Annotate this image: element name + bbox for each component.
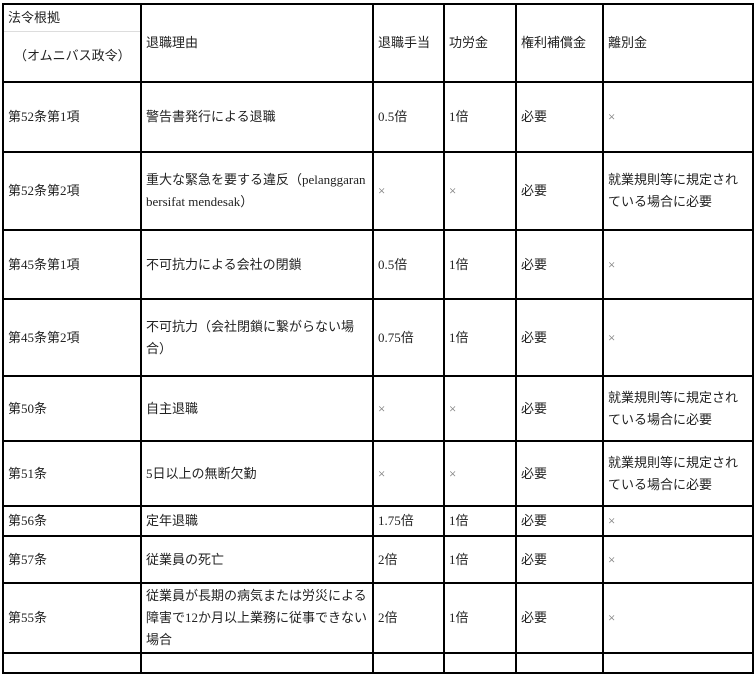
basis-cell: 第52条第2項 — [2, 151, 142, 231]
basis-cell: 第55条 — [2, 582, 142, 654]
empty-cell — [2, 652, 142, 674]
basis-cell: 第45条第1項 — [2, 229, 142, 300]
service-award-cell: 1倍 — [443, 298, 517, 377]
empty-cell — [140, 652, 374, 674]
table-row: 第50条 自主退職 × × 必要 就業規則等に規定されている場合に必要 — [2, 375, 754, 442]
severance-cell: × — [372, 440, 445, 507]
rights-compensation-cell: 必要 — [515, 81, 604, 153]
rights-compensation-cell: 必要 — [515, 298, 604, 377]
empty-cell — [443, 652, 517, 674]
separation-pay-cell: × — [602, 505, 754, 537]
header-rights-compensation: 権利補償金 — [515, 3, 604, 83]
separation-pay-cell: 就業規則等に規定されている場合に必要 — [602, 151, 754, 231]
rights-compensation-cell: 必要 — [515, 375, 604, 442]
header-legal-basis-label: 法令根拠 — [8, 10, 61, 25]
header-service-award: 功労金 — [443, 3, 517, 83]
reason-cell: 重大な緊急を要する違反（pelanggaran bersifat mendesa… — [140, 151, 374, 231]
service-award-cell: 1倍 — [443, 582, 517, 654]
basis-cell: 第56条 — [2, 505, 142, 537]
service-award-cell: 1倍 — [443, 229, 517, 300]
severance-cell: 2倍 — [372, 582, 445, 654]
separation-pay-cell: × — [602, 535, 754, 584]
rights-compensation-cell: 必要 — [515, 440, 604, 507]
severance-cell: × — [372, 375, 445, 442]
separation-pay-cell: × — [602, 229, 754, 300]
separation-pay-cell: 就業規則等に規定されている場合に必要 — [602, 440, 754, 507]
severance-cell: 0.5倍 — [372, 229, 445, 300]
header-severance: 退職手当 — [372, 3, 445, 83]
header-legal-basis-sub: （オムニバス政令） — [14, 48, 131, 63]
rights-compensation-cell: 必要 — [515, 582, 604, 654]
reason-cell: 不可抗力（会社閉鎖に繋がらない場合） — [140, 298, 374, 377]
retirement-benefits-table: 法令根拠 （オムニバス政令） 退職理由 退職手当 功労金 権利補償金 離別金 第… — [2, 3, 754, 674]
rights-compensation-cell: 必要 — [515, 229, 604, 300]
reason-cell: 従業員が長期の病気または労災による障害で12か月以上業務に従事できない場合 — [140, 582, 374, 654]
basis-cell: 第51条 — [2, 440, 142, 507]
severance-cell: 2倍 — [372, 535, 445, 584]
reason-cell: 警告書発行による退職 — [140, 81, 374, 153]
severance-cell: × — [372, 151, 445, 231]
severance-cell: 1.75倍 — [372, 505, 445, 537]
service-award-cell: 1倍 — [443, 535, 517, 584]
table-row: 第57条 従業員の死亡 2倍 1倍 必要 × — [2, 535, 754, 584]
header-separation-pay: 離別金 — [602, 3, 754, 83]
header-row: 法令根拠 （オムニバス政令） 退職理由 退職手当 功労金 権利補償金 離別金 — [2, 3, 754, 83]
rights-compensation-cell: 必要 — [515, 151, 604, 231]
table-row-partial — [2, 652, 754, 674]
table-row: 第52条第2項 重大な緊急を要する違反（pelanggaran bersifat … — [2, 151, 754, 231]
reason-cell: 定年退職 — [140, 505, 374, 537]
empty-cell — [372, 652, 445, 674]
rights-compensation-cell: 必要 — [515, 535, 604, 584]
separation-pay-cell: 就業規則等に規定されている場合に必要 — [602, 375, 754, 442]
reason-cell: 5日以上の無断欠勤 — [140, 440, 374, 507]
table-row: 第45条第1項 不可抗力による会社の閉鎖 0.5倍 1倍 必要 × — [2, 229, 754, 300]
header-reason: 退職理由 — [140, 3, 374, 83]
basis-cell: 第45条第2項 — [2, 298, 142, 377]
severance-cell: 0.5倍 — [372, 81, 445, 153]
reason-cell: 従業員の死亡 — [140, 535, 374, 584]
severance-cell: 0.75倍 — [372, 298, 445, 377]
table-row: 第56条 定年退職 1.75倍 1倍 必要 × — [2, 505, 754, 537]
separation-pay-cell: × — [602, 81, 754, 153]
service-award-cell: × — [443, 151, 517, 231]
separation-pay-cell: × — [602, 582, 754, 654]
basis-cell: 第50条 — [2, 375, 142, 442]
service-award-cell: 1倍 — [443, 505, 517, 537]
basis-cell: 第57条 — [2, 535, 142, 584]
service-award-cell: × — [443, 440, 517, 507]
table-row: 第45条第2項 不可抗力（会社閉鎖に繋がらない場合） 0.75倍 1倍 必要 × — [2, 298, 754, 377]
empty-cell — [515, 652, 604, 674]
separation-pay-cell: × — [602, 298, 754, 377]
table-row: 第55条 従業員が長期の病気または労災による障害で12か月以上業務に従事できない場… — [2, 582, 754, 654]
service-award-cell: × — [443, 375, 517, 442]
reason-cell: 自主退職 — [140, 375, 374, 442]
reason-cell: 不可抗力による会社の閉鎖 — [140, 229, 374, 300]
basis-cell: 第52条第1項 — [2, 81, 142, 153]
table-row: 第52条第1項 警告書発行による退職 0.5倍 1倍 必要 × — [2, 81, 754, 153]
service-award-cell: 1倍 — [443, 81, 517, 153]
rights-compensation-cell: 必要 — [515, 505, 604, 537]
empty-cell — [602, 652, 754, 674]
table-row: 第51条 5日以上の無断欠勤 × × 必要 就業規則等に規定されている場合に必要 — [2, 440, 754, 507]
header-legal-basis: 法令根拠 （オムニバス政令） — [2, 3, 142, 83]
